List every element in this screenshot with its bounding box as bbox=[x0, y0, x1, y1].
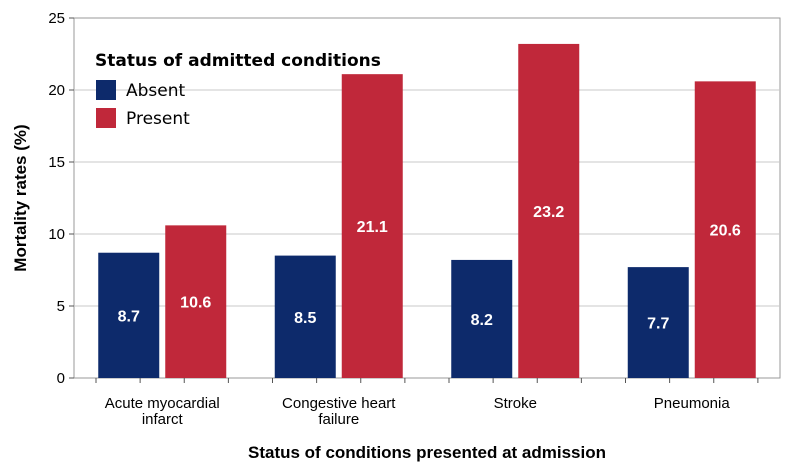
y-axis-ticks: 0 5 10 15 20 25 bbox=[48, 10, 74, 387]
legend-title: Status of admitted conditions bbox=[95, 51, 381, 71]
x-tick-label: Congestive heart bbox=[282, 395, 396, 412]
x-tick-label: Pneumonia bbox=[654, 395, 731, 412]
bar-value-label: 7.7 bbox=[647, 316, 669, 333]
x-tick-label: infarct bbox=[142, 411, 184, 428]
x-axis-title: Status of conditions presented at admiss… bbox=[248, 443, 606, 462]
y-tick-label: 20 bbox=[48, 82, 65, 99]
bar-absent bbox=[627, 267, 689, 378]
bar-absent bbox=[98, 252, 160, 378]
bar-present bbox=[518, 43, 580, 379]
bar-value-label: 20.6 bbox=[710, 223, 741, 240]
bar-value-label: 8.7 bbox=[118, 308, 140, 325]
y-tick-label: 25 bbox=[48, 10, 65, 27]
bars-group: 8.7 10.6 8.5 21.1 8.2 23.2 7.7 20.6 bbox=[98, 43, 756, 379]
x-tick-label: failure bbox=[318, 411, 359, 428]
legend: Status of admitted conditions Absent Pres… bbox=[95, 51, 381, 129]
x-tick-label: Stroke bbox=[494, 395, 537, 412]
legend-swatch-absent bbox=[96, 80, 116, 100]
y-tick-label: 10 bbox=[48, 226, 65, 243]
y-tick-label: 5 bbox=[57, 298, 65, 315]
bar-absent bbox=[451, 259, 513, 378]
bar-value-label: 10.6 bbox=[180, 295, 211, 312]
bar-present bbox=[165, 225, 227, 378]
bar-value-label: 23.2 bbox=[533, 204, 564, 221]
bar-value-label: 8.5 bbox=[294, 310, 316, 327]
y-axis-title: Mortality rates (%) bbox=[11, 124, 30, 271]
legend-swatch-present bbox=[96, 108, 116, 128]
bar-present bbox=[341, 74, 403, 378]
x-tick-label: Acute myocardial bbox=[105, 395, 220, 412]
bar-absent bbox=[274, 255, 336, 378]
y-tick-label: 15 bbox=[48, 154, 65, 171]
legend-label-absent: Absent bbox=[126, 81, 186, 101]
legend-label-present: Present bbox=[126, 109, 190, 129]
bar-present bbox=[694, 81, 756, 379]
bar-value-label: 8.2 bbox=[471, 312, 493, 329]
bar-value-label: 21.1 bbox=[357, 219, 388, 236]
y-tick-label: 0 bbox=[57, 370, 65, 387]
